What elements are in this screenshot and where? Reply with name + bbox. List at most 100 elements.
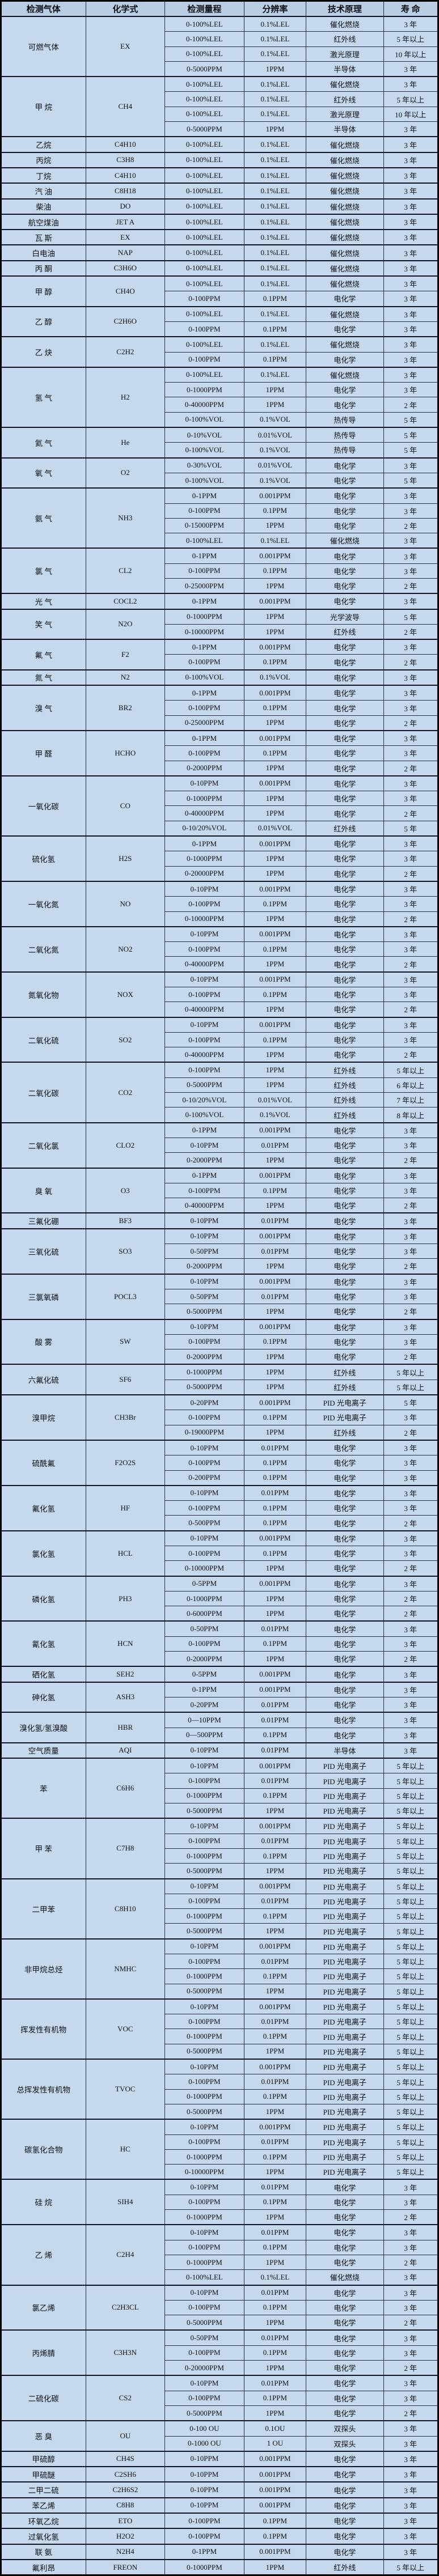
table-row: 0-100PPM 0.1PPM 电化学 3 年 <box>1 2345 439 2361</box>
table-row: 乙 醇 C2H6O 0-100%LEL 0.1%LEL 催化燃烧 3 年 <box>1 305 439 337</box>
principle-cell: 电化学 <box>306 1258 384 1275</box>
lifespan-cell: 2 年 <box>383 578 439 594</box>
formula-cell: COCL2 <box>85 593 166 610</box>
resolution-cell: 0.1PPM <box>243 2390 307 2406</box>
gas-name-cell: 溴化氢/氢溴酸 <box>1 1712 86 1743</box>
table-row: 0-5000PPM 1PPM PID 光电离子 5 年以上 <box>1 1863 439 1879</box>
range-cell: 0-10000PPM <box>164 2164 244 2180</box>
resolution-cell: 1PPM <box>243 2043 307 2060</box>
resolution-cell: 0.01PPM <box>243 1244 307 1259</box>
table-row: 砷化氢 ASH3 0-1PPM 0.001PPM 电化学 3 年 <box>1 1681 439 1713</box>
principle-cell: 电化学 <box>306 2209 384 2225</box>
table-row: 汽 油 C8H18 0-100%LEL 0.1%LEL 催化燃烧 3 年 <box>1 183 439 200</box>
resolution-cell: 0.01PPM <box>243 1712 307 1728</box>
gas-name-cell: 航空煤油 <box>1 213 86 230</box>
resolution-cell: 0.01PPM <box>243 2134 307 2150</box>
principle-cell: 电化学 <box>306 1727 384 1743</box>
gas-name-cell: 三氧化硫 <box>1 1228 86 1275</box>
lifespan-cell: 5 年以上 <box>383 1833 439 1849</box>
formula-cell: NO <box>85 880 166 927</box>
table-row: 氮氧化物 NOX 0-10PPM 0.001PPM 电化学 3 年 <box>1 971 439 1018</box>
formula-cell: CO2 <box>85 1062 166 1123</box>
resolution-cell: 0.1%VOL <box>243 472 307 489</box>
principle-cell: 电化学 <box>306 715 384 731</box>
resolution-cell: 0.1%LEL <box>243 305 307 322</box>
lifespan-cell: 5 年以上 <box>383 1908 439 1924</box>
gas-name-cell: 联 氨 <box>1 2543 86 2560</box>
principle-cell: 红外线 <box>306 820 384 837</box>
formula-cell: O2 <box>85 457 166 489</box>
range-cell: 0-100PPM <box>164 1182 244 1199</box>
range-cell: 0-10PPM <box>164 1212 244 1229</box>
principle-cell: 电化学 <box>306 745 384 761</box>
resolution-cell: 1PPM <box>243 1590 307 1607</box>
resolution-cell: 0.1PPM <box>243 896 307 912</box>
resolution-cell: 0.01PPM <box>243 1439 307 1456</box>
lifespan-cell: 5 年以上 <box>383 2134 439 2150</box>
table-row: 氯 气 CL2 0-1PPM 0.001PPM 电化学 3 年 <box>1 548 439 594</box>
lifespan-cell: 3 年 <box>383 1273 439 1289</box>
range-cell: 0-100%LEL <box>164 2269 244 2286</box>
resolution-cell: 0.1OU <box>243 2420 307 2437</box>
resolution-cell: 0.001PPM <box>243 926 307 943</box>
range-cell: 0-10PPM <box>164 1758 244 1774</box>
table-row: 氰化氢 HCN 0-50PPM 0.01PPM 电化学 3 年 <box>1 1620 439 1667</box>
principle-cell: 电化学 <box>306 1273 384 1289</box>
resolution-cell: 0.01PPM <box>243 1212 307 1229</box>
range-cell: 0-10PPM <box>164 1742 244 1759</box>
gas-name-cell: 甲 醛 <box>1 729 86 776</box>
principle-cell: 电化学 <box>306 1590 384 1607</box>
resolution-cell: 0.1PPM <box>243 563 307 579</box>
table-row: 0-5000PPM 1PPM PID 光电离子 5 年以上 <box>1 1803 439 1819</box>
range-cell: 0-1000PPM <box>164 2558 244 2576</box>
gas-name-cell: 非甲烷总烃 <box>1 1938 86 2000</box>
table-row: 空气质量 AQI 0-10PPM 0.01PPM 半导体 3 年 <box>1 1742 439 1759</box>
resolution-cell: 0.001PPM <box>243 1878 307 1894</box>
gas-name-cell: 乙 炔 <box>1 336 86 368</box>
formula-cell: F2 <box>85 639 166 670</box>
principle-cell: 电化学 <box>306 382 384 398</box>
principle-cell: 电化学 <box>306 1016 384 1033</box>
principle-cell: 电化学 <box>306 351 384 368</box>
resolution-cell: 0.1PPM <box>243 1908 307 1924</box>
table-row: 0-5000PPM 1PPM PID 光电离子 5 年以上 <box>1 2043 439 2060</box>
resolution-cell: 0.1PPM <box>243 1636 307 1652</box>
range-cell: 0-5000PPM <box>164 1803 244 1819</box>
range-cell: 0-1000PPM <box>164 1590 244 1607</box>
table-row: 0-100%LEL 0.1%LEL 红外线 5 年以上 <box>1 91 439 107</box>
principle-cell: 电化学 <box>306 729 384 746</box>
range-cell: 0-40000PPM <box>164 1001 244 1018</box>
range-cell: 0-100PPM <box>164 291 244 307</box>
lifespan-cell: 2 年 <box>383 805 439 821</box>
range-cell: 0-100%LEL <box>164 31 244 47</box>
principle-cell: 电化学 <box>306 291 384 307</box>
principle-cell: 光学波导 <box>306 608 384 625</box>
table-row: 0-2000PPM 1PPM 电化学 2 年 <box>1 1152 439 1169</box>
principle-cell: 电化学 <box>306 775 384 792</box>
table-row: 0-5000PPM 1PPM 电化学 2 年 <box>1 1304 439 1320</box>
range-cell: 0-10PPM <box>164 1818 244 1834</box>
principle-cell: 电化学 <box>306 1636 384 1652</box>
table-row: 笑 气 N2O 0-1000PPM 1PPM 光学波导 5 年 <box>1 608 439 640</box>
lifespan-cell: 2 年 <box>383 2315 439 2331</box>
gas-name-cell: 可燃气体 <box>1 16 86 77</box>
table-row: 0-100PPM 0.1PPM 电化学 3 年 <box>1 1334 439 1350</box>
formula-cell: TVOC <box>85 2059 166 2120</box>
lifespan-cell: 5 年以上 <box>383 1998 439 2015</box>
range-cell: 0-100%LEL <box>164 213 244 230</box>
resolution-cell: 0.001PPM <box>243 1167 307 1183</box>
resolution-cell: 0.1%VOL <box>243 669 307 686</box>
lifespan-cell: 3 年 <box>383 1545 439 1561</box>
gas-name-cell: 磷化氢 <box>1 1575 86 1622</box>
resolution-cell: 0.1%LEL <box>243 244 307 261</box>
table-row: 0-100PPM 0.1PPM 电化学 3 年 <box>1 2299 439 2316</box>
resolution-cell: 0.1%LEL <box>243 151 307 168</box>
table-row: 0-100PPM 0.1PPM 电化学 3 年 <box>1 2390 439 2406</box>
principle-cell: PID 光电离子 <box>306 2149 384 2165</box>
range-cell: 0-1000 OU <box>164 2435 244 2452</box>
principle-cell: 电化学 <box>306 457 384 473</box>
principle-cell: 电化学 <box>306 472 384 489</box>
table-row: 二硫化碳 CS2 0-10PPM 0.01PPM 电化学 3 年 <box>1 2375 439 2421</box>
principle-cell: 催化燃烧 <box>306 151 384 168</box>
resolution-cell: 1PPM <box>243 2558 307 2576</box>
